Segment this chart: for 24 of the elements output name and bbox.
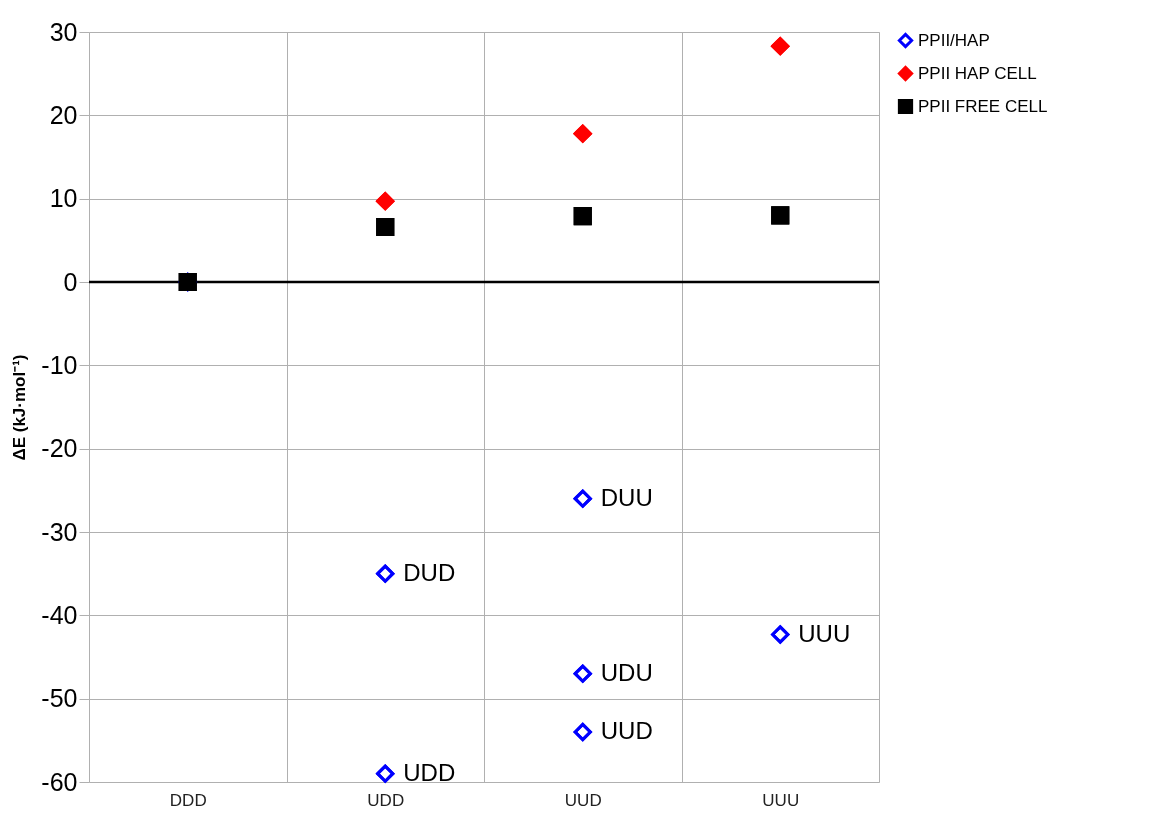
- legend-label: PPII FREE CELL: [918, 96, 1048, 116]
- annotation: UDU: [600, 658, 653, 686]
- y-tick-label: -50: [41, 684, 78, 713]
- x-tick-label: UDD: [367, 790, 405, 810]
- y-tick-label: 10: [49, 184, 78, 213]
- annotation: DUU: [600, 483, 653, 511]
- x-tick-label: DDD: [169, 790, 207, 810]
- y-tick-label: -20: [41, 434, 78, 463]
- y-tick-label: -10: [41, 350, 78, 379]
- legend-label: PPII HAP CELL: [918, 63, 1037, 83]
- annotation: UDD: [403, 758, 456, 786]
- x-tick-label: UUD: [564, 790, 602, 810]
- annotation: UUD: [600, 717, 653, 744]
- annotation: DUD: [403, 558, 456, 586]
- y-tick-label: 0: [63, 267, 78, 296]
- annotation: UUU: [798, 619, 851, 647]
- y-tick-label: 30: [49, 17, 78, 46]
- legend-label: PPII/HAP: [918, 30, 990, 50]
- y-tick-label: -30: [41, 517, 78, 546]
- y-tick-label: -60: [41, 767, 78, 796]
- y-tick-label: 20: [49, 100, 78, 129]
- y-tick-label: -40: [41, 600, 78, 629]
- x-tick-label: UUU: [762, 790, 800, 810]
- y-axis-title: ΔE (kJ·mol⁻¹): [10, 354, 30, 461]
